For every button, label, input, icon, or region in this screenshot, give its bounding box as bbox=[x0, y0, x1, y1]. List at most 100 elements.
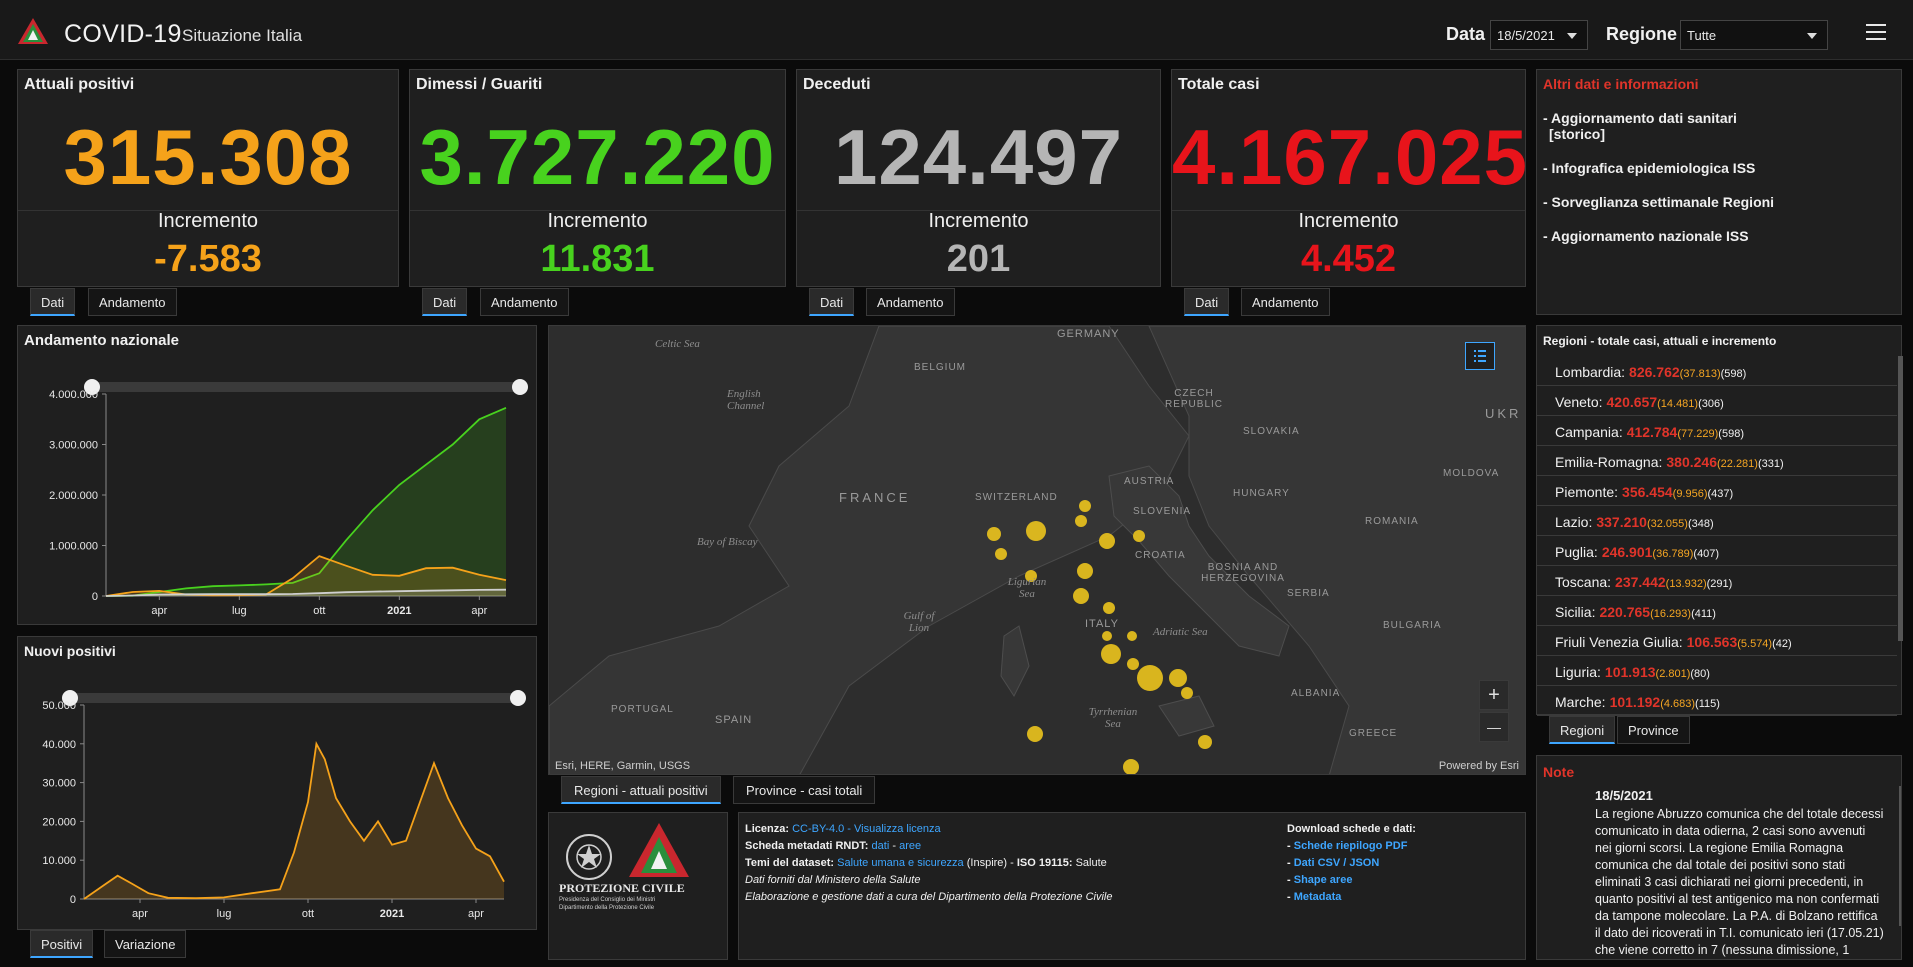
y-tick-label: 0 bbox=[92, 591, 98, 603]
stat-value: 4.167.025 bbox=[1172, 113, 1529, 201]
map-label: GERMANY bbox=[1057, 328, 1120, 340]
map-label: ITALY bbox=[1085, 618, 1119, 630]
region-row[interactable]: Piemonte: 356.454(9.956)(437) bbox=[1537, 476, 1897, 506]
stat-card-totale-casi: Totale casi 4.167.025 Incremento 4.452 bbox=[1171, 69, 1529, 287]
tab-andamento[interactable]: Andamento bbox=[1241, 288, 1330, 316]
map-label: SERBIA bbox=[1287, 588, 1330, 599]
map-powered-by[interactable]: Powered by Esri bbox=[1438, 760, 1519, 772]
note-scrollbar[interactable] bbox=[1899, 786, 1901, 926]
tab-regioni-attuali-positivi[interactable]: Regioni - attuali positivi bbox=[561, 776, 721, 804]
region-row[interactable]: Emilia-Romagna: 380.246(22.281)(331) bbox=[1537, 446, 1897, 476]
regions-scrollbar[interactable] bbox=[1898, 356, 1903, 641]
tab-dati[interactable]: Dati bbox=[809, 288, 855, 316]
tab-variazione[interactable]: Variazione bbox=[104, 930, 187, 958]
region-increment: (407) bbox=[1693, 548, 1720, 560]
stat-increment-value: 4.452 bbox=[1300, 238, 1397, 280]
info-link-aggiornamento-iss[interactable]: - Aggiornamento nazionale ISS bbox=[1543, 228, 1749, 244]
map-view[interactable]: Celtic Sea BELGIUM GERMANY English Chann… bbox=[548, 325, 1526, 775]
y-tick-label: 20.000 bbox=[42, 816, 76, 828]
region-row[interactable]: Friuli Venezia Giulia: 106.563(5.574)(42) bbox=[1537, 626, 1897, 656]
region-increment: (598) bbox=[1718, 428, 1744, 440]
zoom-out-button[interactable]: — bbox=[1479, 712, 1509, 742]
map-bubble bbox=[1075, 515, 1087, 527]
tab-positivi[interactable]: Positivi bbox=[30, 930, 94, 958]
series-area bbox=[106, 407, 506, 596]
stat-increment-label: Incremento bbox=[547, 210, 648, 232]
tab-dati[interactable]: Dati bbox=[1184, 288, 1230, 316]
region-row[interactable]: Puglia: 246.901(36.789)(407) bbox=[1537, 536, 1897, 566]
info-link-aggiornamento-sanitari[interactable]: - Aggiornamento dati sanitari [storico] bbox=[1543, 110, 1737, 142]
hamburger-menu-icon[interactable] bbox=[1866, 24, 1886, 42]
region-row[interactable]: Toscana: 237.442(13.932)(291) bbox=[1537, 566, 1897, 596]
legend-list-icon[interactable] bbox=[1465, 342, 1495, 370]
region-row[interactable]: Sicilia: 220.765(16.293)(411) bbox=[1537, 596, 1897, 626]
region-label: Regione bbox=[1606, 24, 1678, 44]
info-link-sorveglianza-regioni[interactable]: - Sorveglianza settimanale Regioni bbox=[1543, 194, 1775, 210]
chart-title: Nuovi positivi bbox=[24, 643, 116, 659]
licenza-link[interactable]: CC-BY-4.0 bbox=[792, 823, 845, 835]
tab-province-casi-totali[interactable]: Province - casi totali bbox=[733, 776, 876, 804]
region-total: 106.563 bbox=[1686, 634, 1738, 650]
download-csv-json-link[interactable]: Dati CSV / JSON bbox=[1293, 857, 1380, 869]
range-slider-handle[interactable] bbox=[510, 690, 526, 706]
tab-regioni[interactable]: Regioni bbox=[1549, 716, 1616, 744]
download-schede-pdf-link[interactable]: Schede riepilogo PDF bbox=[1293, 840, 1408, 852]
region-row[interactable]: Veneto: 420.657(14.481)(306) bbox=[1537, 386, 1897, 416]
region-row[interactable]: Liguria: 101.913(2.801)(80) bbox=[1537, 656, 1897, 686]
regions-list-title: Regioni - totale casi, attuali e increme… bbox=[1543, 334, 1777, 348]
footer-elaborazione-line: Elaborazione e gestione dati a cura del … bbox=[745, 891, 1113, 903]
tab-andamento[interactable]: Andamento bbox=[866, 288, 955, 316]
region-attuali: (32.055) bbox=[1646, 518, 1688, 530]
region-attuali: (36.789) bbox=[1652, 548, 1694, 560]
info-link-infografica-iss[interactable]: - Infografica epidemiologica ISS bbox=[1543, 160, 1756, 176]
temi-link[interactable]: Salute umana e sicurezza bbox=[837, 857, 964, 869]
region-row[interactable]: Lazio: 337.210(32.055)(348) bbox=[1537, 506, 1897, 536]
range-slider-handle[interactable] bbox=[84, 379, 100, 395]
region-increment: (331) bbox=[1757, 458, 1784, 470]
metadati-aree-link[interactable]: aree bbox=[899, 840, 922, 852]
map-bubble bbox=[1079, 500, 1091, 512]
region-increment: (306) bbox=[1698, 398, 1724, 410]
series-line bbox=[105, 555, 507, 597]
x-tick-label: 2021 bbox=[387, 605, 411, 617]
info-link-sublabel[interactable]: [storico] bbox=[1549, 126, 1605, 142]
chart-andamento-svg: 4.000.000 3.000.000 2.000.000 1.000.000 0 apr… bbox=[49, 379, 528, 617]
region-name: Emilia-Romagna: bbox=[1555, 454, 1663, 470]
range-slider-handle[interactable] bbox=[62, 690, 78, 706]
tab-dati[interactable]: Dati bbox=[30, 288, 76, 316]
tab-dati[interactable]: Dati bbox=[422, 288, 468, 316]
map-bubble bbox=[1077, 563, 1093, 579]
chart-nuovi-positivi-svg: 50.000 40.000 30.000 20.000 10.000 0 apr lug ott… bbox=[42, 690, 526, 920]
region-select[interactable]: Tutte bbox=[1680, 20, 1828, 50]
x-tick-label: ott bbox=[313, 605, 325, 617]
visualizza-licenza-link[interactable]: Visualizza licenza bbox=[854, 823, 941, 835]
logo-line1: PROTEZIONE CIVILE bbox=[559, 881, 685, 895]
tab-province[interactable]: Province bbox=[1617, 716, 1690, 744]
stat-increment-value: -7.583 bbox=[154, 238, 262, 280]
region-total: 380.246 bbox=[1666, 454, 1717, 470]
region-row[interactable]: Campania: 412.784(77.229)(598) bbox=[1537, 416, 1897, 446]
region-select-value: Tutte bbox=[1687, 28, 1717, 43]
range-slider-handle[interactable] bbox=[512, 379, 528, 395]
map-label: MOLDOVA bbox=[1443, 468, 1500, 479]
tab-andamento[interactable]: Andamento bbox=[480, 288, 569, 316]
metadati-dati-link[interactable]: dati bbox=[871, 840, 890, 852]
region-total: 237.442 bbox=[1615, 574, 1666, 590]
region-total: 101.913 bbox=[1604, 664, 1656, 680]
map-label: PORTUGAL bbox=[611, 704, 674, 715]
logo-line2: Presidenza del Consiglio dei Ministri bbox=[559, 897, 656, 903]
y-tick-label: 3.000.000 bbox=[49, 440, 98, 452]
download-shape-aree-link[interactable]: Shape aree bbox=[1293, 874, 1353, 886]
date-select[interactable]: 18/5/2021 bbox=[1490, 20, 1588, 50]
region-row[interactable]: Marche: 101.192(4.683)(115) bbox=[1537, 686, 1897, 716]
region-total: 826.762 bbox=[1629, 364, 1680, 380]
region-row[interactable]: Lombardia: 826.762(37.813)(598) bbox=[1537, 356, 1897, 386]
tab-andamento[interactable]: Andamento bbox=[88, 288, 177, 316]
stat-title: Attuali positivi bbox=[24, 76, 135, 93]
zoom-in-button[interactable]: + bbox=[1479, 680, 1509, 710]
map-label: FRANCE bbox=[839, 490, 911, 505]
download-metadata-link[interactable]: Metadata bbox=[1293, 891, 1342, 903]
temi-rest: (Inspire) - bbox=[963, 857, 1017, 869]
map-attribution: Esri, HERE, Garmin, USGS bbox=[555, 760, 691, 772]
x-tick-label: ott bbox=[302, 908, 314, 920]
